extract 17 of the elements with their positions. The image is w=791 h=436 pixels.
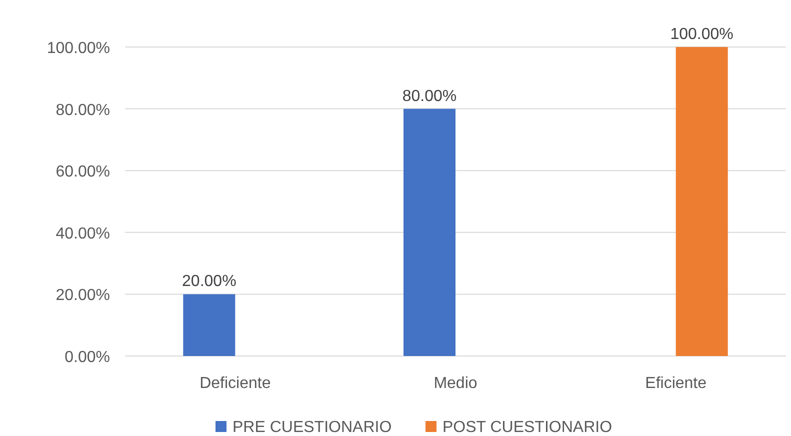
data-label: 20.00% [182, 273, 236, 290]
data-label: 100.00% [670, 26, 734, 43]
y-tick-label: 60.00% [56, 164, 110, 181]
y-tick-label: 20.00% [56, 287, 110, 304]
y-tick-label: 100.00% [46, 40, 110, 57]
bar [183, 294, 236, 356]
legend-label: PRE CUESTIONARIO [232, 419, 392, 436]
x-tick-label: Deficiente [200, 375, 271, 392]
data-label: 80.00% [402, 88, 457, 105]
y-tick-label: 80.00% [56, 102, 110, 119]
x-tick-label: Medio [434, 375, 478, 392]
bar [404, 108, 456, 356]
y-tick-label: 0.00% [64, 349, 110, 366]
y-tick-label: 40.00% [56, 225, 110, 242]
bar [676, 47, 728, 356]
legend-label: POST CUESTIONARIO [442, 419, 612, 436]
x-tick-label: Eficiente [645, 375, 707, 392]
